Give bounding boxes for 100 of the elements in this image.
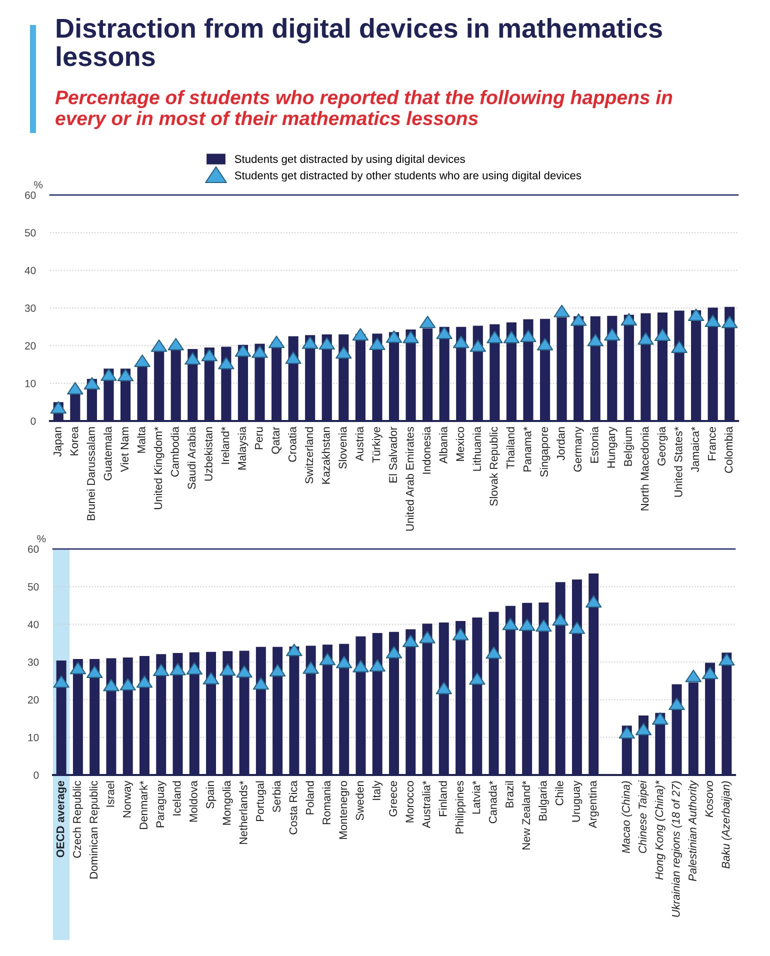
point [369, 338, 386, 350]
point [586, 595, 602, 608]
point [84, 377, 100, 390]
point [150, 339, 168, 352]
point [536, 619, 552, 632]
point [486, 646, 502, 659]
x-tick-label: Serbia [272, 780, 281, 812]
point [70, 662, 86, 674]
point [620, 313, 638, 326]
x-tick-label: Qatar [272, 426, 282, 454]
point [285, 352, 302, 364]
y-tick-label: 50 [24, 229, 36, 237]
chart-subtitle: Percentage of students who reported that the following happens in every or in most of their mathematics lessons [55, 90, 672, 130]
x-tick-label: Thailand [506, 427, 514, 469]
x-tick-label: Croatia [288, 426, 296, 462]
x-tick-label: Israel [106, 781, 114, 807]
y-tick-label: 60 [28, 546, 39, 553]
point [402, 330, 419, 344]
x-tick-label: Estonia [590, 426, 598, 463]
x-tick-label: Slovak Republic [490, 426, 500, 506]
point [618, 726, 635, 739]
point [386, 646, 402, 658]
chart-title: Distraction from digital devices in mathematics lessons [56, 18, 662, 66]
x-tick-label: Argentina [588, 780, 599, 828]
point [419, 630, 436, 644]
point [520, 330, 536, 342]
x-tick-label: Viet Nam [120, 427, 128, 472]
x-tick-label: Peru [254, 427, 263, 450]
point [419, 316, 436, 328]
x-tick-label: Brunei Darussalam [86, 427, 95, 520]
point [117, 368, 134, 382]
point [186, 662, 202, 675]
point [220, 663, 236, 676]
point [671, 340, 688, 354]
x-tick-label: Japan [54, 427, 64, 457]
y-tick-label: 0 [34, 772, 39, 779]
x-tick-label: Costa Rica [289, 780, 298, 834]
x-tick-label: Iceland [172, 781, 181, 816]
point [336, 656, 352, 668]
x-tick-label: Italy [372, 780, 383, 800]
x-tick-label: Morocco [406, 781, 414, 822]
point [486, 330, 503, 344]
point [336, 346, 352, 359]
point [184, 352, 201, 365]
x-tick-label: Sweden [356, 781, 364, 820]
point [503, 330, 520, 344]
point [587, 334, 604, 346]
point [202, 672, 220, 684]
x-tick-label: Uzbekistan [204, 427, 212, 481]
y-tick-label: 30 [24, 304, 36, 312]
point [170, 662, 186, 676]
point [234, 344, 252, 357]
x-tick-label: Australia* [422, 780, 430, 828]
x-tick-label: Singapore [540, 427, 550, 477]
point [554, 304, 570, 318]
point [568, 622, 586, 634]
point [518, 618, 536, 631]
point [469, 672, 486, 685]
point [252, 677, 270, 690]
point [436, 326, 452, 340]
x-tick-label: Hungary [607, 426, 618, 468]
x-tick-label: United Arab Emirates [406, 426, 414, 531]
x-tick-label: Slovenia [338, 426, 347, 469]
x-tick-label: Greece [389, 781, 397, 816]
x-tick-label: Korea [70, 426, 78, 456]
x-tick-label: Kazakhstan [322, 427, 330, 484]
x-tick-label: New Zealand* [522, 780, 530, 850]
x-tick-label: Guatemala [104, 426, 112, 480]
x-tick-label: Portugal [256, 781, 266, 822]
x-tick-label: Canada* [488, 780, 497, 824]
point [201, 348, 218, 362]
point [318, 337, 335, 350]
x-tick-label: Moldova [189, 780, 198, 822]
x-tick-label: Colombia [724, 426, 733, 473]
y-axis-title: % [37, 535, 46, 542]
point [604, 328, 620, 341]
x-tick-label: Latvia* [472, 780, 480, 814]
point [722, 316, 738, 328]
point [100, 368, 117, 381]
y-tick-label: 30 [28, 658, 39, 666]
y-tick-label: 40 [24, 266, 36, 274]
x-tick-label: Spain [206, 781, 216, 808]
point [67, 382, 84, 394]
x-tick-label: Ukrainian regions (18 of 27) [672, 781, 682, 917]
point [168, 338, 184, 350]
x-tick-label: Switzerland [304, 427, 314, 484]
x-tick-label: Austria [355, 426, 364, 462]
point [319, 652, 336, 666]
point [50, 401, 66, 414]
x-tick-label: Mexico [456, 427, 464, 461]
point [269, 664, 286, 676]
x-tick-label: Jamaica* [690, 426, 700, 472]
y-tick-label: 0 [30, 418, 36, 425]
point [352, 328, 369, 341]
x-tick-label: Philippines [455, 780, 466, 834]
x-tick-label: Malta [137, 426, 146, 453]
point [453, 336, 470, 348]
x-tick-label: OECD average [56, 780, 66, 858]
y-tick-label: 20 [28, 696, 39, 704]
point [688, 308, 704, 321]
